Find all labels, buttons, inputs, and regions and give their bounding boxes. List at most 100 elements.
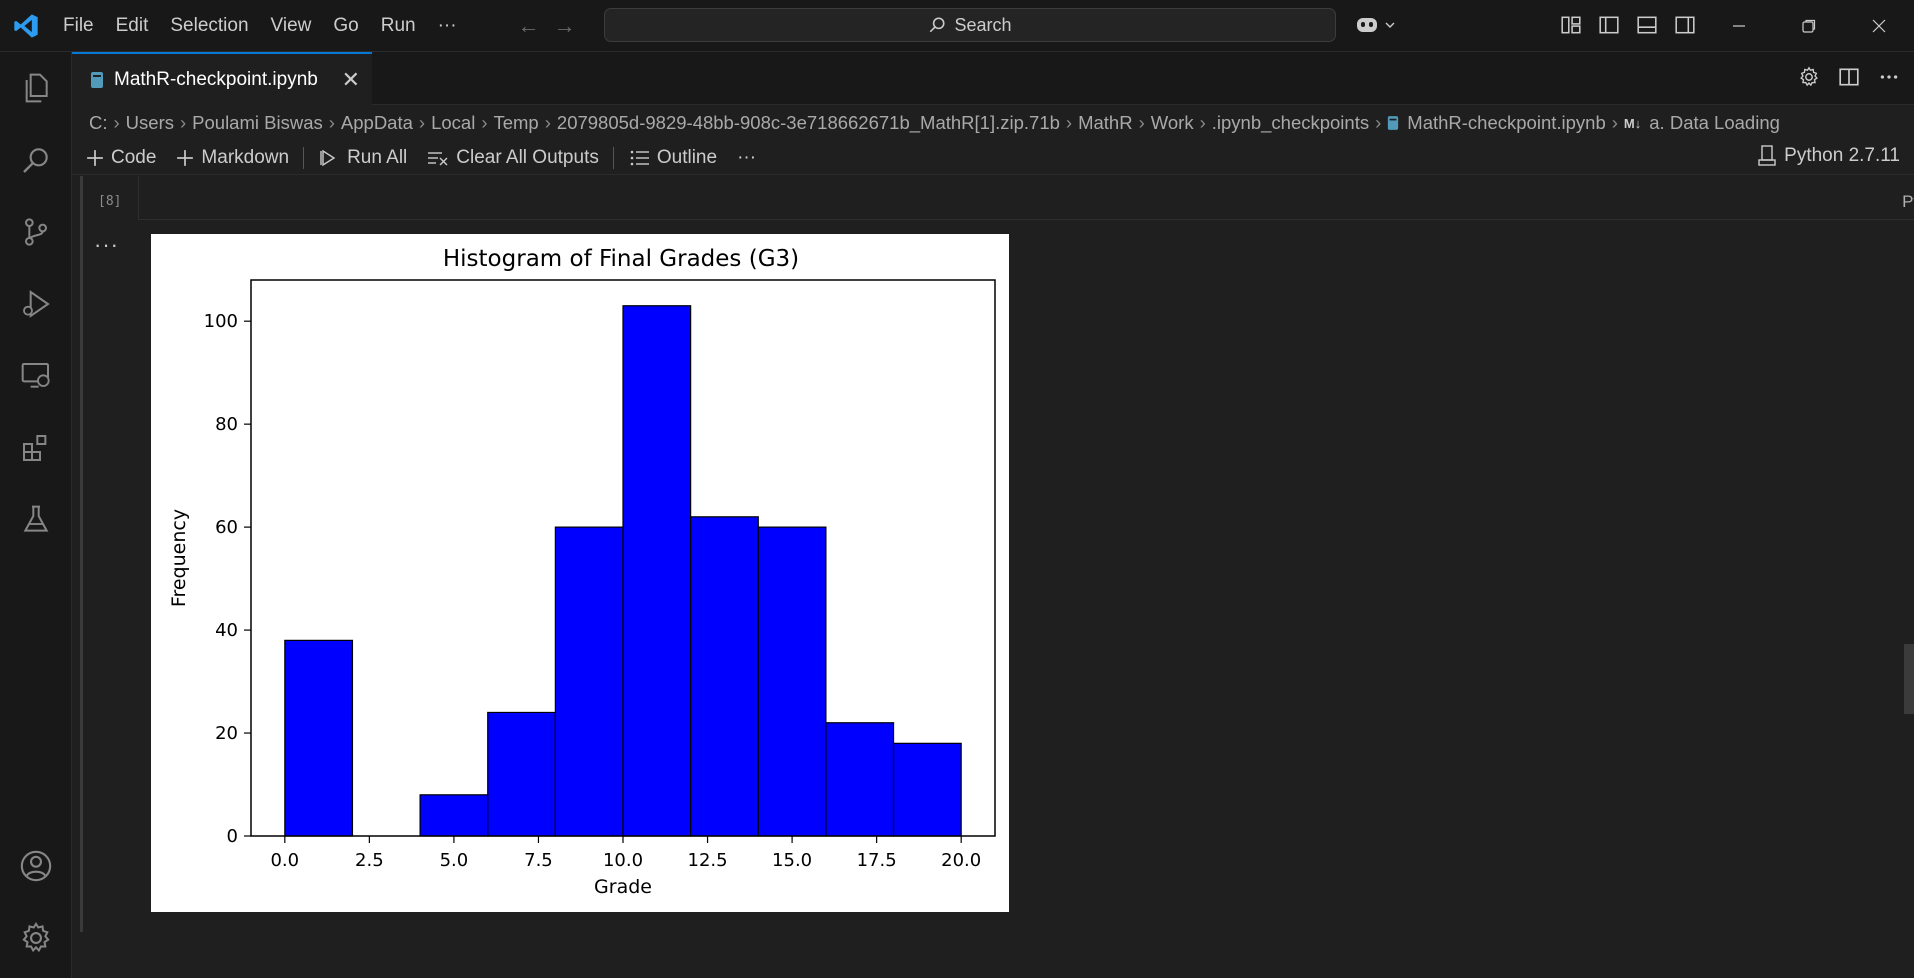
menu-more[interactable]: ···: [427, 0, 468, 52]
histogram-bars: [285, 306, 961, 836]
restore-icon: [1801, 18, 1817, 34]
remote-explorer-button[interactable]: [0, 346, 72, 406]
code-cell[interactable]: Python: [138, 176, 1914, 220]
toggle-primary-sidebar-icon[interactable]: [1598, 14, 1620, 36]
search-icon: [928, 16, 946, 34]
toolbar-more-button[interactable]: ···: [737, 147, 756, 169]
menu-run[interactable]: Run: [370, 0, 427, 52]
chevron-right-icon: ›: [1139, 112, 1145, 134]
x-axis-label: Grade: [594, 876, 652, 898]
kernel-label: Python 2.7.11: [1784, 145, 1900, 167]
add-code-label: Code: [111, 147, 156, 169]
y-tick-label: 40: [215, 620, 238, 641]
add-markdown-cell-button[interactable]: Markdown: [176, 147, 289, 169]
plus-icon: [86, 149, 104, 167]
flask-icon: [20, 504, 52, 536]
add-code-cell-button[interactable]: Code: [86, 147, 156, 169]
x-tick-label: 20.0: [941, 850, 981, 871]
toggle-panel-icon[interactable]: [1636, 14, 1658, 36]
explorer-button[interactable]: [0, 58, 72, 118]
menu-view[interactable]: View: [260, 0, 323, 52]
breadcrumb-zip-folder[interactable]: 2079805d-9829-48bb-908c-3e718662671b_Mat…: [557, 112, 1060, 134]
window-controls: [1704, 0, 1914, 52]
close-tab-icon[interactable]: ✕: [342, 67, 360, 93]
chevron-right-icon: ›: [481, 112, 487, 134]
markdown-icon: M↓: [1624, 116, 1641, 131]
forward-arrow-icon[interactable]: →: [554, 13, 576, 39]
menu-file[interactable]: File: [52, 0, 105, 52]
breadcrumb-appdata[interactable]: AppData: [341, 112, 413, 134]
list-icon: [630, 149, 650, 167]
toggle-secondary-sidebar-icon[interactable]: [1674, 14, 1696, 36]
output-more-button[interactable]: ···: [94, 232, 119, 258]
copilot-button[interactable]: [1354, 13, 1396, 37]
outline-label: Outline: [657, 147, 717, 169]
clear-all-label: Clear All Outputs: [456, 147, 599, 169]
menu-edit[interactable]: Edit: [105, 0, 160, 52]
run-all-label: Run All: [347, 147, 407, 169]
toolbar-divider: [613, 147, 614, 169]
close-window-button[interactable]: [1844, 0, 1914, 52]
copilot-icon: [1354, 13, 1380, 37]
menu-go[interactable]: Go: [322, 0, 369, 52]
breadcrumb-section[interactable]: a. Data Loading: [1649, 112, 1780, 134]
close-icon: [1871, 18, 1887, 34]
x-tick-label: 12.5: [688, 850, 728, 871]
vertical-scrollbar-thumb[interactable]: [1904, 644, 1914, 714]
testing-button[interactable]: [0, 490, 72, 550]
vscode-logo-icon: [0, 0, 52, 52]
y-tick-label: 100: [204, 311, 238, 332]
chevron-down-icon: [1384, 19, 1396, 31]
chevron-right-icon: ›: [545, 112, 551, 134]
command-center-search[interactable]: Search: [604, 8, 1336, 42]
menu-selection[interactable]: Selection: [159, 0, 259, 52]
activity-bar: [0, 52, 72, 978]
source-control-icon: [20, 216, 52, 248]
chevron-right-icon: ›: [1612, 112, 1618, 134]
y-axis-label: Frequency: [168, 509, 190, 607]
notebook-file-icon: [90, 71, 104, 89]
minimize-button[interactable]: [1704, 0, 1774, 52]
layout-controls: [1560, 14, 1696, 36]
histogram-bar-5: [623, 306, 691, 836]
breadcrumb-drive[interactable]: C:: [89, 112, 108, 134]
breadcrumb: C: › Users › Poulami Biswas › AppData › Loca…: [72, 105, 1914, 141]
breadcrumb-users[interactable]: Users: [126, 112, 174, 134]
breadcrumb-user[interactable]: Poulami Biswas: [192, 112, 323, 134]
y-tick-label: 60: [215, 517, 238, 538]
breadcrumb-file[interactable]: MathR-checkpoint.ipynb: [1407, 112, 1605, 134]
outline-button[interactable]: Outline: [630, 147, 717, 169]
breadcrumb-local[interactable]: Local: [431, 112, 475, 134]
more-icon: ···: [737, 147, 756, 169]
kernel-picker[interactable]: Python 2.7.11: [1758, 145, 1900, 167]
breadcrumb-mathr[interactable]: MathR: [1078, 112, 1133, 134]
accounts-button[interactable]: [0, 836, 72, 896]
plus-icon: [176, 149, 194, 167]
settings-gear-icon[interactable]: [1798, 66, 1820, 88]
tab-mathr-checkpoint[interactable]: MathR-checkpoint.ipynb ✕: [72, 52, 372, 105]
manage-button[interactable]: [0, 908, 72, 968]
run-all-button[interactable]: Run All: [320, 147, 407, 169]
search-view-button[interactable]: [0, 130, 72, 190]
breadcrumb-work[interactable]: Work: [1151, 112, 1194, 134]
customize-layout-icon[interactable]: [1560, 14, 1582, 36]
split-editor-icon[interactable]: [1838, 66, 1860, 88]
extensions-button[interactable]: [0, 418, 72, 478]
breadcrumb-temp[interactable]: Temp: [493, 112, 538, 134]
more-actions-icon[interactable]: [1878, 66, 1900, 88]
gear-icon: [19, 921, 53, 955]
chevron-right-icon: ›: [1066, 112, 1072, 134]
clear-all-outputs-button[interactable]: Clear All Outputs: [427, 147, 599, 169]
histogram-bar-9: [894, 743, 962, 836]
back-arrow-icon[interactable]: ←: [518, 13, 540, 39]
toolbar-divider: [303, 147, 304, 169]
cell-language-label[interactable]: Python: [1902, 192, 1914, 212]
run-all-icon: [320, 149, 340, 167]
restore-button[interactable]: [1774, 0, 1844, 52]
minimize-icon: [1731, 18, 1747, 34]
run-debug-button[interactable]: [0, 274, 72, 334]
breadcrumb-checkpoints[interactable]: .ipynb_checkpoints: [1212, 112, 1369, 134]
histogram-bar-4: [555, 527, 623, 836]
source-control-button[interactable]: [0, 202, 72, 262]
clear-all-icon: [427, 149, 449, 167]
